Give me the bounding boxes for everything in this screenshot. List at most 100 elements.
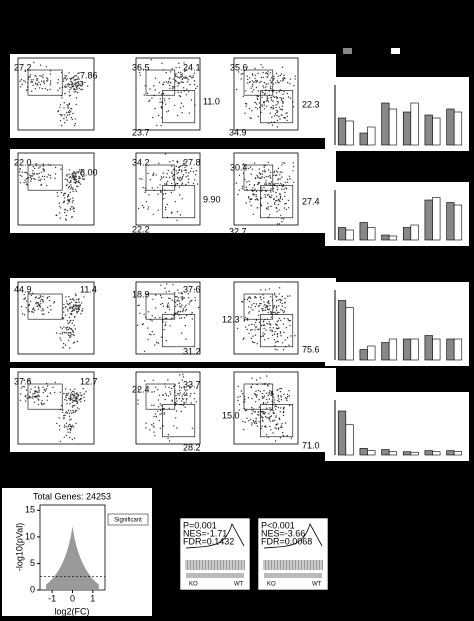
event-dot [262,294,264,296]
event-dot [254,295,256,298]
event-dot [74,189,77,191]
event-dot [281,198,284,200]
gate-frequency: 7.86 [80,70,98,80]
event-dot [270,183,272,185]
event-dot [68,91,71,93]
event-dot [278,427,280,429]
x-tick-label: -1 [48,593,56,603]
event-dot [284,339,286,341]
event-dot [64,314,67,316]
event-dot [158,162,160,164]
event-dot [79,83,81,86]
event-dot [63,418,65,420]
event-dot [61,333,63,335]
bar [432,338,441,361]
event-dot [181,395,183,397]
event-dot [74,328,77,330]
event-dot [42,386,44,388]
event-dot [153,426,155,428]
event-dot [167,82,169,84]
event-dot [65,86,67,88]
gsea-stat: NES=-1.71 [183,528,227,538]
event-dot [71,108,73,110]
event-dot [154,89,156,91]
event-dot [68,326,71,329]
event-dot [265,183,268,185]
event-dot [32,307,35,309]
event-dot [172,78,174,80]
event-dot [252,213,254,215]
event-dot [64,344,67,346]
event-dot [42,74,44,76]
event-dot [190,75,192,77]
bar [381,234,390,241]
event-dot [69,431,71,433]
event-dot [263,87,265,89]
event-dot [160,284,162,286]
event-dot [195,174,197,176]
event-dot [177,76,179,79]
event-dot [177,297,180,299]
event-dot [76,400,78,402]
event-dot [71,172,74,175]
event-dot [263,396,265,399]
event-dot [256,183,259,185]
event-dot [63,332,66,334]
event-dot [292,166,295,168]
event-dot [68,102,71,105]
event-dot [20,86,22,88]
event-dot [274,419,276,421]
event-dot [256,108,259,110]
event-dot [54,381,56,383]
event-dot [160,190,162,192]
event-dot [34,178,36,181]
event-dot [69,347,71,349]
event-dot [30,294,32,296]
event-dot [39,180,41,182]
event-dot [275,107,277,109]
event-dot [251,412,253,415]
event-dot [278,199,280,202]
event-dot [67,194,70,196]
event-dot [193,80,196,82]
event-dot [144,85,146,87]
event-dot [142,68,145,71]
event-dot [284,195,286,197]
gate [260,314,294,348]
event-dot [176,172,178,175]
event-dot [247,197,250,199]
gate [145,293,176,320]
event-dot [250,117,252,120]
event-dot [181,387,183,389]
event-dot [280,182,282,185]
event-dot [63,192,65,195]
event-dot [286,115,288,118]
event-dot [67,107,69,109]
event-dot [164,208,167,211]
event-dot [28,305,30,307]
bar [345,120,354,146]
event-dot [282,348,285,351]
bar [424,199,433,241]
event-dot [172,85,174,88]
event-dot [78,169,81,171]
event-dot [258,81,261,84]
legend-label: Significant [114,518,142,524]
event-dot [186,397,188,400]
event-dot [258,102,261,104]
event-dot [23,80,25,82]
event-dot [172,174,175,176]
event-dot [41,175,44,178]
event-dot [280,425,283,427]
event-dot [69,328,71,330]
event-dot [282,408,285,410]
event-dot [176,114,179,117]
event-dot [258,399,260,401]
event-dot [59,205,61,208]
event-dot [274,408,277,410]
event-dot [192,171,195,173]
event-dot [261,396,263,398]
event-dot [275,72,278,75]
event-dot [255,303,258,305]
